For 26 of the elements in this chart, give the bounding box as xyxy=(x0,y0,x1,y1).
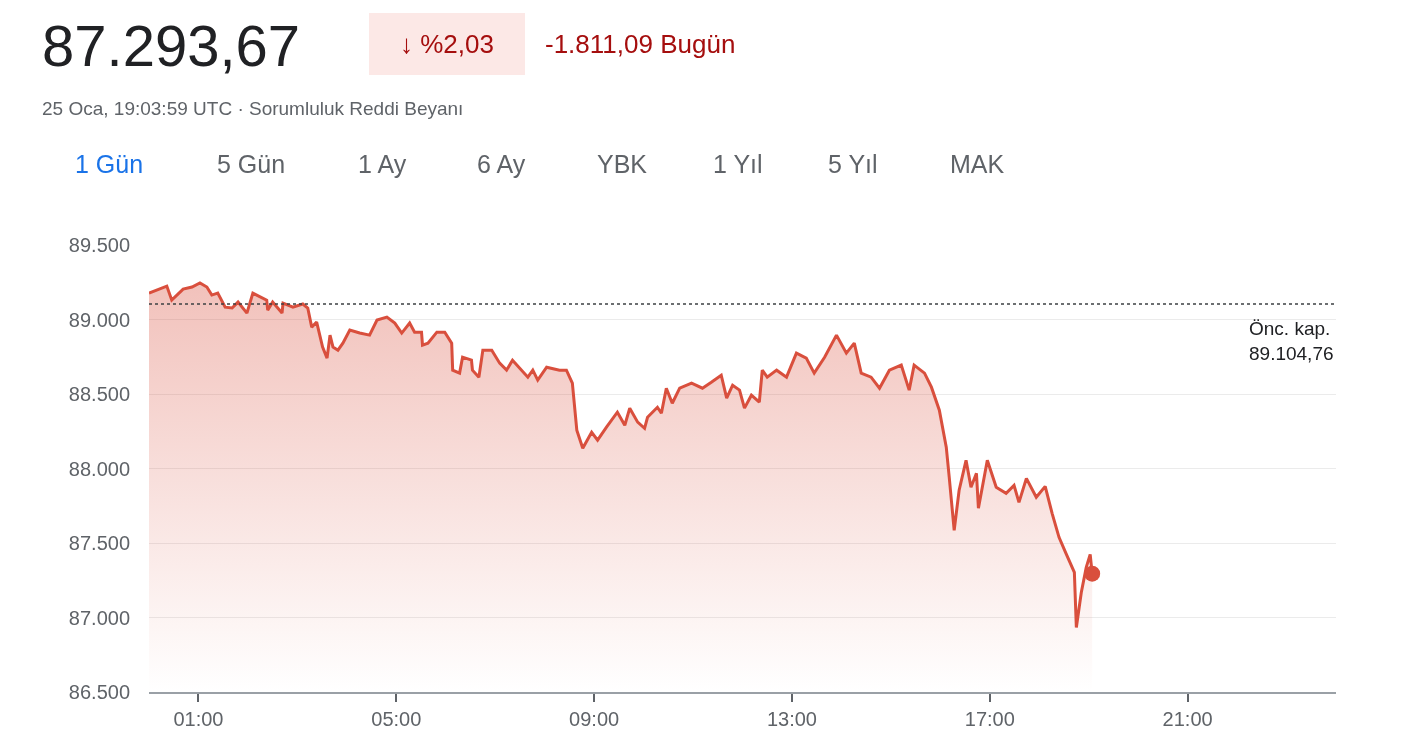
x-tick-label: 01:00 xyxy=(173,707,224,730)
y-tick-label: 88.000 xyxy=(68,457,130,480)
x-tick-label: 05:00 xyxy=(371,707,422,730)
text: 5 Yıl xyxy=(828,150,878,178)
text: 1 Gün xyxy=(75,150,144,178)
text: 1 Yıl xyxy=(713,150,763,178)
ref-line-label: Önc. kap. 89.104,76 xyxy=(1249,318,1334,364)
y-tick-label: 88.500 xyxy=(68,383,130,405)
y-tick-label: 89.000 xyxy=(68,308,130,331)
text: MAK xyxy=(950,150,1005,178)
x-tick-label: 13:00 xyxy=(766,707,817,730)
text: 6 Ay xyxy=(477,150,526,178)
x-tick-label: 17:00 xyxy=(964,707,1015,730)
y-tick-label: 87.000 xyxy=(68,606,130,629)
x-tick-label: 21:00 xyxy=(1162,707,1213,730)
text: 5 Gün xyxy=(217,150,286,178)
text: -1.811,09 Bugün xyxy=(545,29,736,59)
chart-title: 87.293,67 xyxy=(42,13,301,78)
chart-subtitle: 25 Oca, 19:03:59 UTC · Sorumluluk Reddi Beyanı xyxy=(42,98,464,119)
x-tick-label: 09:00 xyxy=(569,707,620,730)
text: 1 Ay xyxy=(358,150,407,178)
text: YBK xyxy=(597,150,648,178)
y-tick-label: 89.500 xyxy=(68,234,130,256)
text: ↓ %2,03 xyxy=(400,29,494,59)
y-tick-label: 87.500 xyxy=(68,532,130,554)
y-tick-label: 86.500 xyxy=(68,681,130,703)
